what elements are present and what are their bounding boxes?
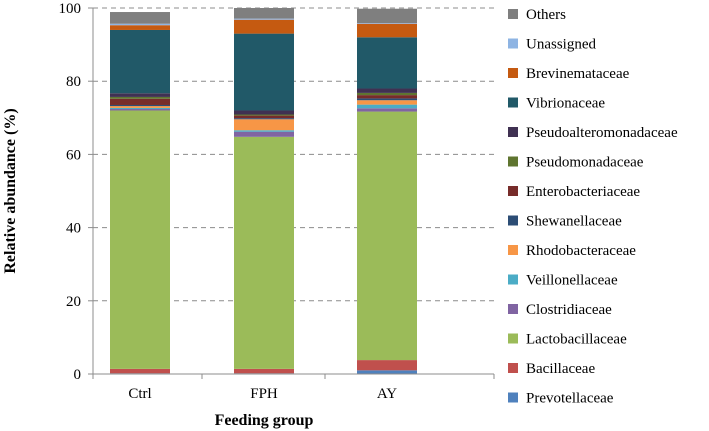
x-tick-label: Ctrl (128, 386, 151, 402)
bar-segment (234, 115, 294, 119)
bar-segment (357, 360, 417, 371)
bars (110, 8, 417, 374)
bar-segment (234, 368, 294, 374)
bar-segment (110, 93, 170, 97)
legend-item: Clostridiaceae (508, 302, 612, 318)
legend-item: Pseudoalteromonadaceae (508, 125, 678, 141)
bar-segment (110, 96, 170, 99)
legend-swatch (508, 392, 518, 403)
bar-segment (357, 23, 417, 24)
legend-item: Veillonellaceae (508, 273, 618, 289)
bar-segment (357, 37, 417, 89)
bar-segment (110, 110, 170, 369)
legend-label: Lactobacillaceae (526, 332, 627, 348)
x-tick-labels: Ctrl FPH AY (128, 386, 397, 402)
legend-label: Unassigned (526, 37, 596, 53)
bar-segment (357, 104, 417, 109)
legend-item: Pseudomonadaceae (508, 155, 644, 171)
bar-segment (234, 19, 294, 34)
bar-segment (110, 106, 170, 108)
legend-item: Vibrionaceae (508, 96, 605, 112)
axes (88, 7, 495, 379)
bar-segment (357, 88, 417, 93)
legend-swatch (508, 127, 518, 137)
bar-segment (234, 33, 294, 111)
y-tick-label: 20 (66, 294, 81, 310)
bar-segment (110, 25, 170, 30)
legend-label: Pseudoalteromonadaceae (526, 125, 678, 141)
legend-label: Vibrionaceae (526, 96, 605, 112)
y-tick-labels: 0 20 40 60 80 100 (59, 1, 82, 383)
bar-segment (110, 368, 170, 374)
legend-label: Brevinemataceae (526, 66, 630, 82)
legend-swatch (508, 38, 518, 49)
legend-label: Enterobacteriaceae (526, 184, 640, 200)
legend-swatch (508, 9, 518, 19)
legend-swatch (508, 245, 518, 255)
legend-label: Prevotellaceae (526, 391, 614, 407)
legend-swatch (508, 97, 518, 108)
legend-item: Unassigned (508, 37, 596, 53)
y-tick-label: 60 (66, 147, 81, 163)
bar-segment (110, 107, 170, 110)
x-axis-title: Feeding group (215, 412, 314, 429)
legend-item: Enterobacteriaceae (508, 184, 640, 200)
legend-item: Others (508, 7, 566, 23)
y-axis-title: Relative abundance (%) (2, 108, 19, 273)
legend-item: Brevinemataceae (508, 66, 630, 82)
legend-swatch (508, 68, 518, 78)
legend-item: Rhodobacteraceae (508, 243, 636, 259)
bar-segment (110, 98, 170, 105)
legend-label: Bacillaceae (526, 361, 595, 377)
bar-segment (234, 136, 294, 369)
legend-label: Shewanellaceae (526, 214, 622, 230)
legend-item: Prevotellaceae (508, 391, 614, 407)
bar-segment (357, 100, 417, 105)
bar-segment (110, 12, 170, 24)
legend-swatch (508, 333, 518, 344)
bar-segment (234, 119, 294, 131)
bar-segment (357, 92, 417, 96)
bar-segment (357, 23, 417, 38)
legend-item: Lactobacillaceae (508, 332, 627, 348)
bar-segment (357, 111, 417, 361)
bar-segment (234, 114, 294, 116)
bar-segment (110, 109, 170, 111)
legend-swatch (508, 215, 518, 226)
bar-segment (234, 110, 294, 115)
bar-segment (110, 104, 170, 107)
bar-segment (110, 29, 170, 94)
legend-label: Clostridiaceae (526, 302, 612, 318)
bar-segment (234, 130, 294, 132)
legend: Others Unassigned Brevinemataceae Vibrionac… (508, 7, 678, 407)
legend-swatch (508, 363, 518, 373)
x-tick-label: AY (377, 386, 397, 402)
bar-segment (234, 118, 294, 120)
legend-label: Veillonellaceae (526, 273, 618, 289)
legend-item: Shewanellaceae (508, 214, 622, 230)
bar-segment (357, 370, 417, 374)
x-tick-label: FPH (250, 386, 278, 402)
legend-swatch (508, 186, 518, 196)
legend-swatch (508, 156, 518, 167)
legend-swatch (508, 304, 518, 314)
legend-label: Pseudomonadaceae (526, 155, 644, 171)
bar-segment (234, 18, 294, 20)
y-tick-label: 0 (74, 367, 82, 383)
bar-segment (234, 131, 294, 137)
bar-segment (110, 23, 170, 26)
legend-label: Others (526, 7, 566, 23)
legend-swatch (508, 274, 518, 285)
bar-segment (234, 8, 294, 19)
y-tick-label: 40 (66, 221, 81, 237)
bar-segment (357, 8, 417, 24)
legend-label: Rhodobacteraceae (526, 243, 636, 259)
bar-segment (357, 95, 417, 99)
bar-segment (357, 98, 417, 101)
legend-item: Bacillaceae (508, 361, 595, 377)
bar-segment (357, 108, 417, 112)
y-tick-label: 100 (59, 1, 82, 17)
y-tick-label: 80 (66, 74, 81, 90)
